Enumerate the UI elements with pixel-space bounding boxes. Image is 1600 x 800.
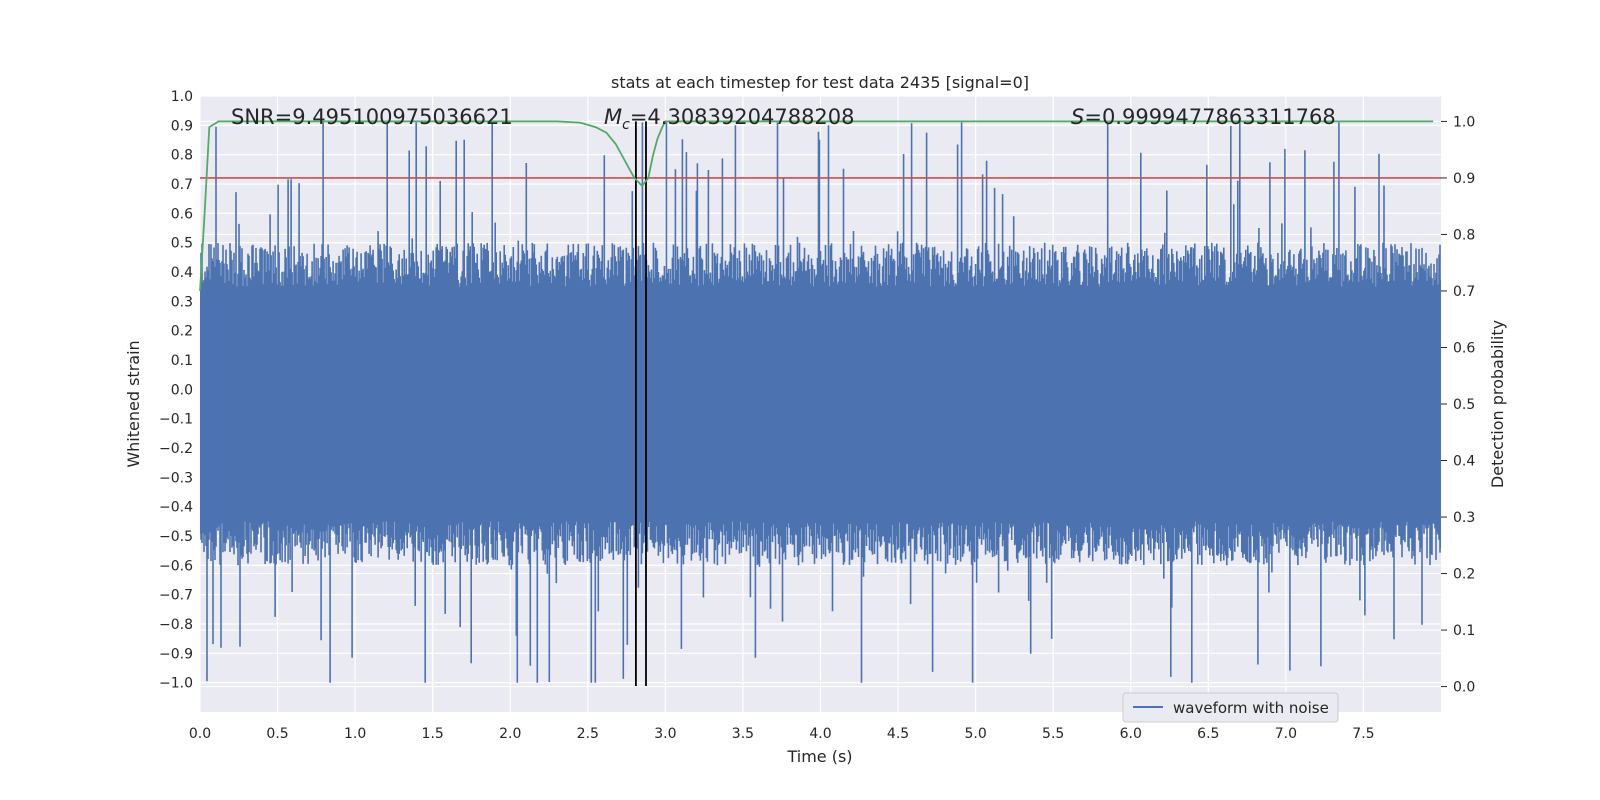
y-tick-label: −0.8	[159, 617, 193, 633]
y-tick-label: −0.9	[159, 646, 193, 662]
x-tick-label: 6.5	[1197, 726, 1219, 742]
x-tick-label: 1.5	[422, 726, 444, 742]
x-tick-label: 2.5	[577, 726, 599, 742]
x-tick-label: 5.0	[964, 726, 986, 742]
legend: waveform with noise	[1122, 692, 1339, 723]
x-tick-label: 3.5	[732, 726, 754, 742]
y2-tick-label: 0.4	[1453, 454, 1475, 470]
x-tick-label: 6.0	[1120, 726, 1142, 742]
x-tick-labels: 0.0 0.5 1.0 1.5 2.0 2.5 3.0 3.5 4.0 4.5 5.0 5.5 6.0 6…	[189, 726, 1375, 742]
detection-probability-line	[199, 120, 1434, 292]
y2-tick-label: 0.1	[1453, 623, 1475, 639]
mc-annotation: Mc=4.30839204788208	[604, 105, 855, 133]
y-tick-label: −1.0	[159, 676, 193, 692]
y2-tick-label: 0.6	[1453, 340, 1475, 356]
y2-tick-label: 1.0	[1453, 114, 1475, 130]
s-annotation: S=0.9999477863311768	[1071, 105, 1336, 129]
y-tick-label: −0.4	[159, 500, 193, 516]
x-tick-label: 4.0	[809, 726, 831, 742]
y2-tick-label: 0.8	[1453, 227, 1475, 243]
snr-annotation: SNR=9.495100975036621	[231, 105, 513, 129]
y-tick-label: 0.1	[171, 353, 193, 369]
x-tick-label: 2.0	[499, 726, 521, 742]
x-tick-label: 0.5	[266, 726, 288, 742]
x-tick-label: 3.0	[654, 726, 676, 742]
y-tick-label: −0.2	[159, 441, 193, 457]
y-tick-label: 0.0	[171, 382, 193, 398]
y2-tick-label: 0.7	[1453, 284, 1475, 300]
y2-tick-label: 0.9	[1453, 171, 1475, 187]
x-tick-label: 7.5	[1352, 726, 1374, 742]
y-tick-labels: 1.0 0.9 0.8 0.7 0.6 0.5 0.4 0.3 0.2 0.1 0.0 −0.1 −0.…	[159, 89, 193, 692]
y-tick-label: 0.6	[171, 206, 193, 222]
y-tick-label: 1.0	[171, 89, 193, 105]
y-tick-label: −0.5	[159, 529, 193, 545]
y-tick-label: 0.8	[171, 148, 193, 164]
chart-title: stats at each timestep for test data 243…	[611, 73, 1029, 92]
x-tick-label: 7.0	[1275, 726, 1297, 742]
x-tick-label: 5.5	[1042, 726, 1064, 742]
y2-axis-label: Detection probability	[1488, 320, 1507, 488]
y-tick-label: 0.2	[171, 324, 193, 340]
y-axis-label: Whitened strain	[124, 340, 143, 467]
y2-tick-label: 0.5	[1453, 397, 1475, 413]
legend-box	[1122, 692, 1339, 723]
y2-tick-label: 0.0	[1453, 680, 1475, 696]
x-axis-label: Time (s)	[786, 747, 852, 766]
x-tick-label: 4.5	[887, 726, 909, 742]
waveform-series	[200, 122, 1441, 683]
y2-tick-labels: 1.0 0.9 0.8 0.7 0.6 0.5 0.4 0.3 0.2 0.1 0.0	[1441, 114, 1475, 696]
marker-lines	[635, 121, 647, 686]
y-tick-label: 0.5	[171, 236, 193, 252]
y-tick-label: −0.6	[159, 558, 193, 574]
y-tick-label: −0.1	[159, 412, 193, 428]
y-tick-label: 0.9	[171, 118, 193, 134]
waveform-trace	[200, 122, 1441, 683]
y-tick-label: −0.3	[159, 470, 193, 486]
y-tick-label: −0.7	[159, 588, 193, 604]
y-tick-label: 0.7	[171, 177, 193, 193]
y-tick-label: 0.4	[171, 265, 193, 281]
y2-tick-label: 0.3	[1453, 510, 1475, 526]
x-tick-label: 0.0	[189, 726, 211, 742]
y-tick-label: 0.3	[171, 294, 193, 310]
x-tick-label: 1.0	[344, 726, 366, 742]
y2-tick-label: 0.2	[1453, 567, 1475, 583]
legend-label: waveform with noise	[1173, 699, 1329, 717]
